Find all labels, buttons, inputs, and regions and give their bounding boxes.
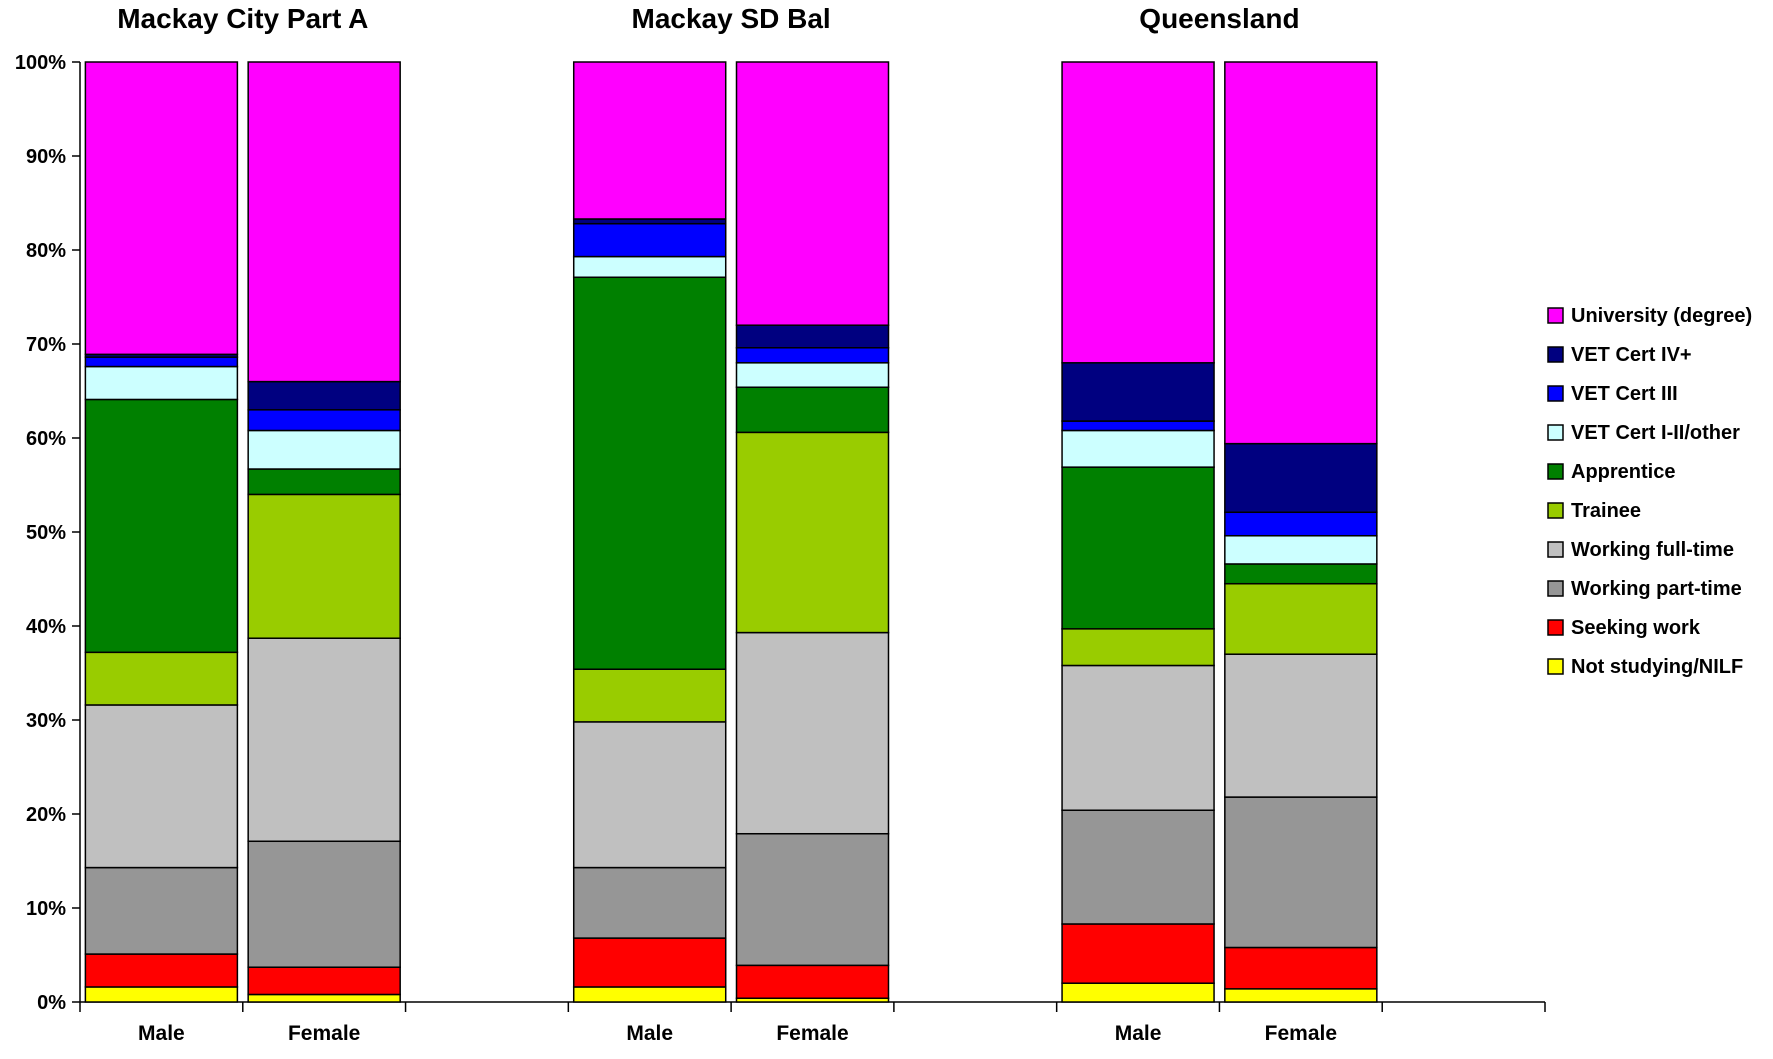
bar-segment-vet-cert-iv- bbox=[735, 324, 890, 349]
x-category-label: Female bbox=[1265, 1022, 1337, 1045]
bar-segment-seeking-work bbox=[1061, 923, 1215, 984]
legend-swatch bbox=[1547, 307, 1564, 324]
y-tick-label: 90% bbox=[26, 146, 66, 168]
legend-swatch bbox=[1547, 346, 1564, 363]
bar-segment-vet-cert-iv- bbox=[247, 380, 401, 411]
legend-swatch bbox=[1547, 463, 1564, 480]
bar-segment-trainee bbox=[1061, 628, 1215, 667]
bar-segment-university-degree- bbox=[1224, 61, 1378, 445]
x-category-label: Male bbox=[138, 1022, 185, 1045]
x-category-label: Male bbox=[626, 1022, 673, 1045]
bar-segment-apprentice bbox=[1224, 563, 1378, 585]
bar-segment-seeking-work bbox=[735, 964, 890, 999]
bar-segment-working-part-time bbox=[84, 866, 239, 955]
bar-segment-trainee bbox=[247, 493, 401, 639]
legend-label: Not studying/NILF bbox=[1571, 656, 1743, 678]
legend-label: University (degree) bbox=[1571, 305, 1752, 327]
bar-segment-vet-cert-i-ii-other bbox=[84, 365, 239, 401]
bar-segment-vet-cert-iii bbox=[572, 222, 727, 258]
bar-segment-vet-cert-i-ii-other bbox=[1061, 429, 1215, 468]
y-tick-label: 60% bbox=[26, 428, 66, 450]
y-tick-label: 80% bbox=[26, 240, 66, 262]
legend-label: Working part-time bbox=[1571, 578, 1742, 600]
y-tick-label: 40% bbox=[26, 616, 66, 638]
bar-segment-trainee bbox=[572, 668, 727, 723]
x-category-label: Female bbox=[776, 1022, 848, 1045]
bar-segment-university-degree- bbox=[735, 61, 890, 326]
bar-segment-vet-cert-iv- bbox=[1061, 362, 1215, 422]
bar-segment-vet-cert-iii bbox=[1224, 511, 1378, 537]
bar-segment-trainee bbox=[735, 431, 890, 634]
legend-swatch bbox=[1547, 541, 1564, 558]
bar-segment-trainee bbox=[1224, 582, 1378, 655]
bar-segment-working-part-time bbox=[247, 840, 401, 968]
bar-segment-university-degree- bbox=[247, 61, 401, 383]
bar-segment-not-studying-nilf bbox=[84, 986, 239, 1003]
group-title: Mackay City Part A bbox=[117, 3, 368, 34]
bar-segment-not-studying-nilf bbox=[1061, 982, 1215, 1003]
bar-segment-seeking-work bbox=[247, 966, 401, 996]
bar-segment-working-full-time bbox=[84, 704, 239, 869]
bar-segment-vet-cert-i-ii-other bbox=[572, 255, 727, 279]
bar-segment-apprentice bbox=[247, 468, 401, 496]
y-tick-label: 30% bbox=[26, 710, 66, 732]
y-tick-label: 10% bbox=[26, 898, 66, 920]
legend-swatch bbox=[1547, 619, 1564, 636]
bar-segment-university-degree- bbox=[572, 61, 727, 220]
bar-segment-working-full-time bbox=[1224, 653, 1378, 798]
legend-label: VET Cert IV+ bbox=[1571, 344, 1692, 366]
bar-segment-seeking-work bbox=[84, 953, 239, 988]
legend-swatch bbox=[1547, 502, 1564, 519]
bar-segment-not-studying-nilf bbox=[1224, 988, 1378, 1003]
bar-segment-apprentice bbox=[572, 276, 727, 670]
bar-segment-working-part-time bbox=[1224, 796, 1378, 949]
bar-segment-apprentice bbox=[735, 386, 890, 434]
y-tick-label: 50% bbox=[26, 522, 66, 544]
y-tick-label: 0% bbox=[37, 992, 66, 1014]
bar-segment-vet-cert-iii bbox=[84, 356, 239, 368]
bar-segment-not-studying-nilf bbox=[247, 993, 401, 1003]
bar-segment-vet-cert-iv- bbox=[1224, 442, 1378, 514]
bar-segment-vet-cert-i-ii-other bbox=[1224, 535, 1378, 565]
group-title: Mackay SD Bal bbox=[632, 3, 831, 34]
bar-segment-vet-cert-iii bbox=[735, 347, 890, 364]
bar-segment-trainee bbox=[84, 651, 239, 706]
x-category-label: Male bbox=[1115, 1022, 1162, 1045]
legend-label: Seeking work bbox=[1571, 617, 1701, 639]
bar-segment-vet-cert-i-ii-other bbox=[247, 429, 401, 470]
legend-label: Apprentice bbox=[1571, 461, 1675, 483]
legend-label: Trainee bbox=[1571, 500, 1641, 522]
legend-label: VET Cert I-II/other bbox=[1571, 422, 1740, 444]
bar-segment-working-part-time bbox=[572, 866, 727, 939]
bar-segment-vet-cert-i-ii-other bbox=[735, 362, 890, 388]
x-category-label: Female bbox=[288, 1022, 360, 1045]
bar-segment-university-degree- bbox=[1061, 61, 1215, 364]
bar-segment-university-degree- bbox=[84, 61, 239, 356]
legend-label: VET Cert III bbox=[1571, 383, 1678, 405]
bar-segment-vet-cert-iii bbox=[247, 409, 401, 432]
bar-segment-apprentice bbox=[1061, 466, 1215, 630]
bar-segment-working-full-time bbox=[247, 637, 401, 843]
bar-segment-apprentice bbox=[84, 398, 239, 654]
legend-swatch bbox=[1547, 580, 1564, 597]
bar-segment-working-full-time bbox=[1061, 664, 1215, 811]
legend-swatch bbox=[1547, 385, 1564, 402]
bar-segment-seeking-work bbox=[1224, 946, 1378, 990]
bar-segment-seeking-work bbox=[572, 937, 727, 988]
bar-segment-not-studying-nilf bbox=[572, 986, 727, 1003]
y-tick-label: 100% bbox=[15, 52, 66, 74]
bar-segment-working-full-time bbox=[572, 721, 727, 869]
legend-label: Working full-time bbox=[1571, 539, 1734, 561]
legend-swatch bbox=[1547, 424, 1564, 441]
y-tick-label: 20% bbox=[26, 804, 66, 826]
group-title: Queensland bbox=[1139, 3, 1299, 34]
bar-segment-working-full-time bbox=[735, 631, 890, 835]
bar-segment-working-part-time bbox=[1061, 809, 1215, 925]
legend-swatch bbox=[1547, 658, 1564, 675]
y-tick-label: 70% bbox=[26, 334, 66, 356]
bar-segment-vet-cert-iii bbox=[1061, 420, 1215, 432]
bar-segment-working-part-time bbox=[735, 832, 890, 967]
